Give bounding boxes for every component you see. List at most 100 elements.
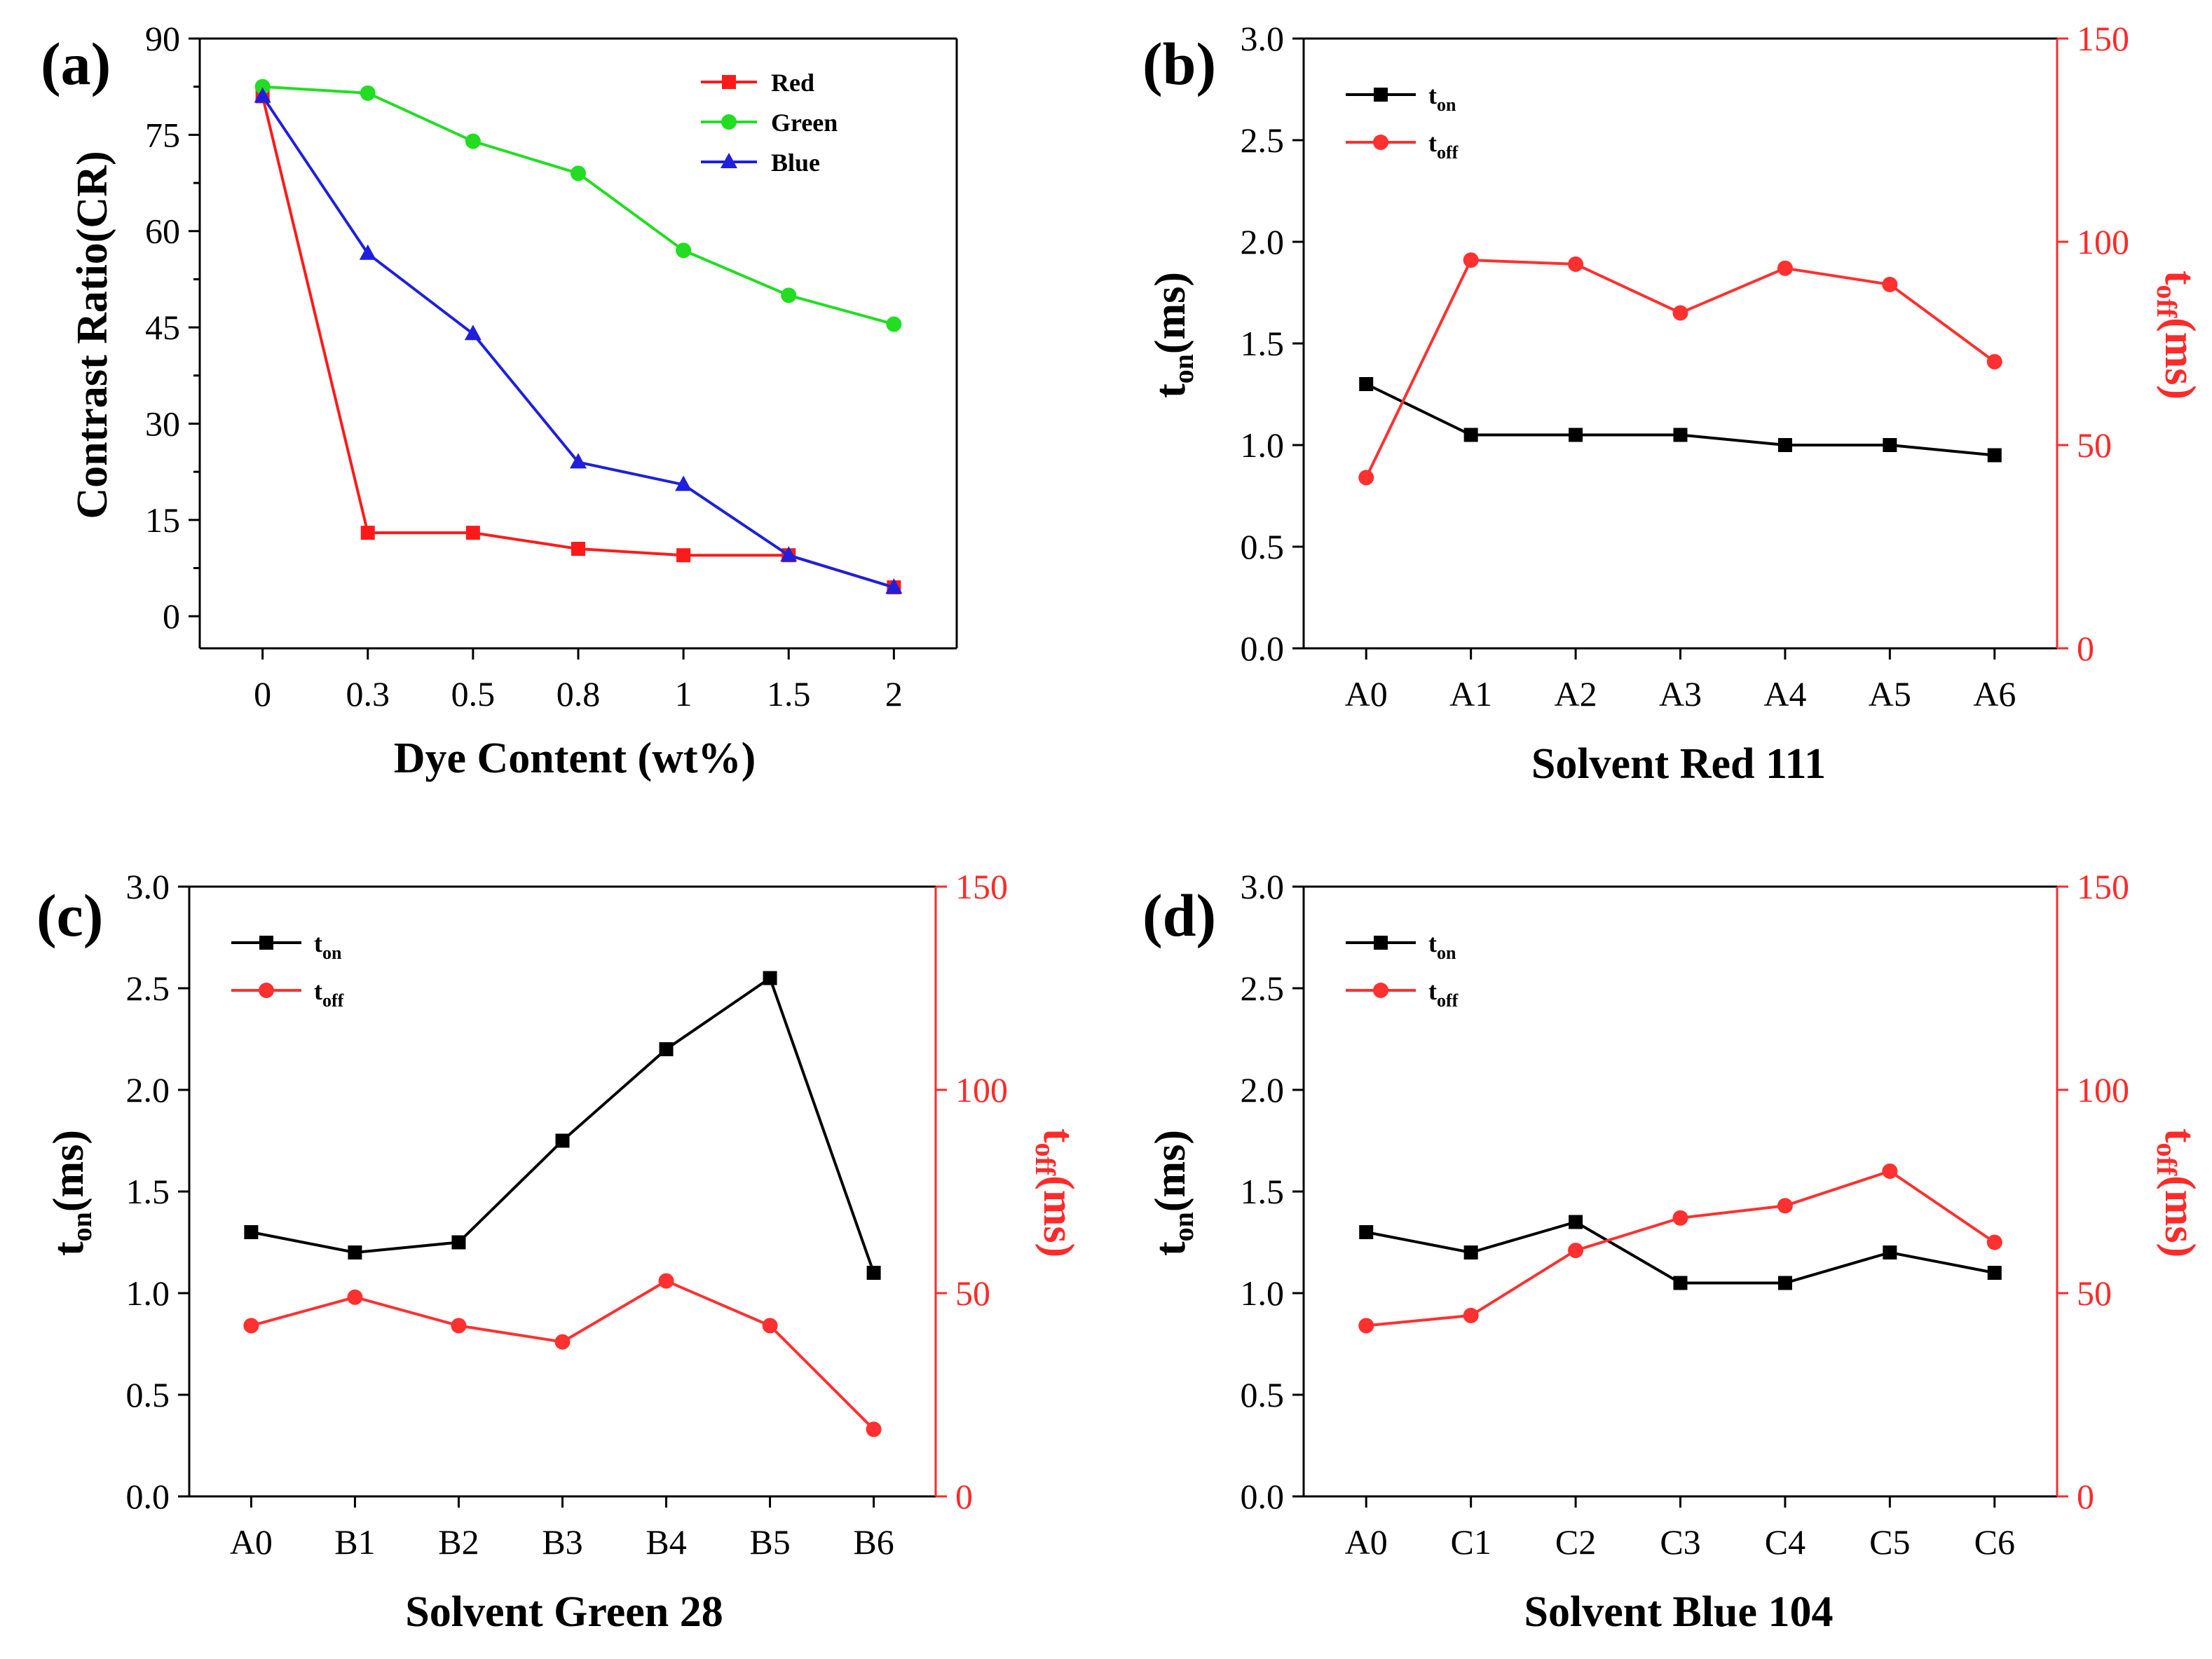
data-point — [1569, 1215, 1583, 1229]
x-tick-label: C2 — [1555, 1522, 1596, 1562]
data-point — [555, 1133, 570, 1148]
data-point — [675, 475, 692, 491]
data-point — [1987, 1266, 2002, 1280]
y-tick-label: 1.0 — [1241, 1274, 1285, 1313]
x-tick-label: A2 — [1555, 674, 1597, 714]
x-tick-label: C5 — [1869, 1522, 1910, 1562]
y-axis-label-tail: (ms) — [45, 1130, 93, 1212]
y-tick-label: 1.5 — [126, 1172, 170, 1211]
data-point — [1672, 305, 1688, 321]
data-point — [243, 1318, 259, 1334]
x-tick-label: A6 — [1973, 674, 2016, 714]
y2-axis-label-tail: (ms) — [2156, 1175, 2204, 1257]
y-tick-label: 1.5 — [1241, 324, 1285, 363]
data-point — [1463, 252, 1479, 268]
data-point — [1359, 1225, 1374, 1239]
legend-label-on: ton — [1428, 929, 1456, 963]
data-point — [1882, 1163, 1898, 1179]
data-point — [359, 244, 376, 260]
data-point — [360, 85, 376, 101]
data-point — [464, 325, 482, 341]
y2-axis-label-sub: off — [2151, 285, 2183, 318]
legend-label-main: t — [314, 929, 322, 957]
y-axis-label: ton(ms) — [45, 1130, 97, 1256]
y2-axis-label: toff(ms) — [2151, 1128, 2204, 1257]
y2-tick-label: 150 — [955, 867, 1008, 906]
y-tick-label: 1.0 — [1241, 425, 1285, 465]
legend-marker — [259, 983, 274, 998]
x-tick-label: C3 — [1660, 1522, 1700, 1562]
data-point — [1883, 1245, 1897, 1259]
x-tick-label: A0 — [1345, 674, 1388, 714]
y-tick-label: 0 — [163, 596, 180, 636]
x-axis-label: Dye Content (wt%) — [394, 735, 756, 782]
y2-tick-label: 100 — [2077, 1070, 2129, 1110]
data-point — [1777, 1198, 1793, 1214]
data-point — [676, 548, 691, 563]
y-tick-label: 45 — [145, 308, 180, 347]
y-axis-label: ton(ms) — [1147, 272, 1199, 398]
data-point — [1672, 1210, 1688, 1226]
data-point — [886, 316, 902, 332]
data-point — [554, 1334, 571, 1350]
x-tick-label: B2 — [438, 1522, 479, 1562]
x-tick-label: B3 — [542, 1522, 582, 1562]
legend-marker — [1373, 983, 1388, 998]
x-tick-label: A3 — [1659, 674, 1702, 714]
data-point — [885, 578, 903, 594]
legend-label-sub: on — [1437, 95, 1456, 115]
series-line-off — [1366, 1169, 1995, 1327]
y-axis-label: Contrast Ratio(CR) — [69, 151, 116, 519]
legend-label-off: toff — [1428, 977, 1459, 1011]
y2-axis-label: toff(ms) — [1030, 1128, 1082, 1257]
y-tick-label: 0.0 — [1241, 629, 1285, 668]
data-point — [254, 78, 271, 95]
y2-tick-label: 0 — [2077, 629, 2094, 668]
data-point — [1463, 1245, 1478, 1259]
y2-axis-label-tail: (ms) — [2156, 318, 2204, 400]
x-axis-label: Solvent Blue 104 — [1524, 1588, 1834, 1636]
data-point — [1986, 354, 2002, 370]
y2-axis-label-main: t — [2156, 271, 2204, 285]
data-point — [244, 1225, 259, 1239]
x-axis-label: Solvent Green 28 — [405, 1588, 723, 1636]
x-tick-label: B1 — [334, 1522, 375, 1562]
y-tick-label: 2.5 — [1241, 969, 1285, 1008]
x-tick-label: A0 — [230, 1522, 273, 1562]
x-tick-label: B5 — [749, 1522, 790, 1562]
data-point — [762, 1318, 778, 1334]
legend-label-red: Red — [771, 69, 814, 97]
legend-marker — [721, 153, 737, 168]
data-point — [1568, 1243, 1584, 1259]
data-point — [348, 1245, 362, 1259]
y2-axis-label-tail: (ms) — [1035, 1175, 1082, 1257]
x-tick-label: A5 — [1869, 674, 1911, 714]
legend-label-on: ton — [314, 929, 342, 963]
x-tick-label: 2 — [885, 674, 903, 714]
legend-label-main: t — [314, 977, 322, 1005]
y2-axis-label-sub: off — [2151, 1142, 2183, 1175]
x-tick-label: B4 — [646, 1522, 686, 1562]
data-point — [1358, 1318, 1374, 1334]
y2-tick-label: 150 — [2077, 19, 2129, 58]
y-axis-label-tail: (ms) — [1147, 272, 1194, 354]
y-tick-label: 0.5 — [1241, 1375, 1285, 1414]
y2-tick-label: 100 — [955, 1070, 1008, 1110]
y-tick-label: 3.0 — [126, 867, 170, 906]
data-point — [1569, 428, 1583, 442]
x-tick-label: 0 — [254, 674, 271, 714]
data-point — [1883, 438, 1897, 452]
y-axis-label: ton(ms) — [1147, 1130, 1199, 1256]
y-tick-label: 15 — [145, 500, 180, 540]
legend-marker — [1374, 88, 1388, 102]
y-axis-label-main: t — [1147, 383, 1194, 398]
y2-tick-label: 50 — [2077, 1274, 2112, 1313]
data-point — [571, 165, 586, 182]
y-tick-label: 0.0 — [126, 1477, 170, 1516]
y-tick-label: 0.0 — [1241, 1477, 1285, 1516]
data-point — [254, 87, 271, 103]
legend-marker — [1373, 135, 1388, 150]
y-axis-label-sub: on — [66, 1212, 97, 1241]
panel-letter: (a) — [41, 30, 111, 97]
legend-label-off: toff — [314, 977, 344, 1011]
